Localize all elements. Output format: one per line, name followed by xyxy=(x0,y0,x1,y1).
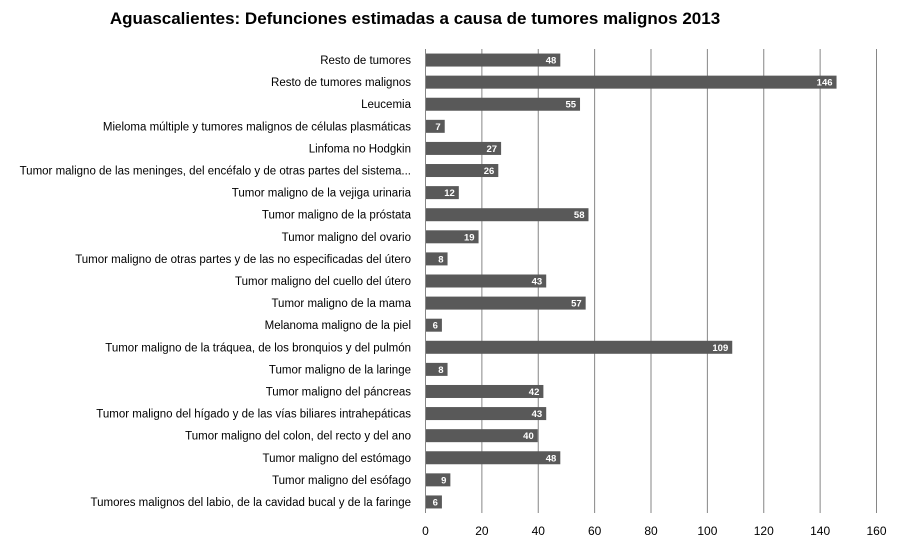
bar xyxy=(426,407,547,421)
x-tick-label: 100 xyxy=(697,524,717,538)
x-tick-label: 160 xyxy=(866,524,886,538)
category-label: Tumor maligno de la próstata xyxy=(262,210,412,222)
category-label: Tumores malignos del labio, de la cavida… xyxy=(91,497,411,509)
bar xyxy=(426,384,544,398)
data-label: 43 xyxy=(532,277,543,288)
category-label: Tumor maligno de las meninges, del encéf… xyxy=(20,166,411,178)
bar xyxy=(426,429,538,443)
bar xyxy=(426,296,586,310)
category-label: Melanoma maligno de la piel xyxy=(265,320,411,332)
category-label: Linfoma no Hodgkin xyxy=(309,143,411,155)
bar xyxy=(426,53,561,67)
bar xyxy=(426,473,451,487)
bar xyxy=(426,362,448,376)
category-label: Tumor maligno del hígado y de las vías b… xyxy=(96,409,411,421)
x-tick-label: 60 xyxy=(588,524,602,538)
data-label: 9 xyxy=(441,475,446,486)
data-label: 43 xyxy=(532,409,543,420)
data-label: 12 xyxy=(444,188,455,199)
category-label: Tumor maligno del estómago xyxy=(262,453,411,465)
data-label: 6 xyxy=(433,321,438,332)
category-label: Mieloma múltiple y tumores malignos de c… xyxy=(103,121,411,133)
bar xyxy=(426,495,442,509)
data-label: 27 xyxy=(487,144,498,155)
data-label: 55 xyxy=(565,100,576,111)
category-label: Resto de tumores xyxy=(320,55,411,67)
category-label: Tumor maligno del colon, del recto y del… xyxy=(185,431,411,443)
bar xyxy=(426,141,502,155)
data-label: 42 xyxy=(529,387,540,398)
x-tick-label: 120 xyxy=(754,524,774,538)
data-label: 8 xyxy=(438,365,443,376)
data-label: 19 xyxy=(464,232,475,243)
data-label: 48 xyxy=(546,453,557,464)
x-tick-label: 20 xyxy=(475,524,489,538)
data-label: 8 xyxy=(438,254,443,265)
bar xyxy=(426,97,581,111)
bar xyxy=(426,230,479,244)
bar xyxy=(426,451,561,465)
data-label: 109 xyxy=(712,343,728,354)
bar xyxy=(426,274,547,288)
bar xyxy=(426,186,459,200)
category-label: Tumor maligno de la vejiga urinaria xyxy=(232,188,412,200)
category-label: Tumor maligno de la tráquea, de los bron… xyxy=(105,342,411,354)
data-label: 26 xyxy=(484,166,495,177)
data-label: 58 xyxy=(574,210,585,221)
category-label: Tumor maligno de la laringe xyxy=(269,364,411,376)
x-tick-label: 80 xyxy=(644,524,658,538)
bar xyxy=(426,252,448,266)
data-label: 146 xyxy=(817,78,833,89)
data-label: 6 xyxy=(433,497,438,508)
data-label: 7 xyxy=(435,122,440,133)
data-label: 57 xyxy=(571,299,582,310)
category-label: Resto de tumores malignos xyxy=(271,77,411,89)
bar xyxy=(426,119,445,133)
category-label: Tumor maligno del ovario xyxy=(282,232,411,244)
x-tick-label: 0 xyxy=(422,524,429,538)
x-tick-label: 40 xyxy=(532,524,546,538)
data-label: 48 xyxy=(546,56,557,67)
bar xyxy=(426,318,442,332)
chart-title: Aguascalientes: Defunciones estimadas a … xyxy=(109,9,721,28)
category-label: Tumor maligno del páncreas xyxy=(266,386,412,398)
category-label: Tumor maligno de otras partes y de las n… xyxy=(75,254,411,266)
bar xyxy=(426,208,589,222)
x-tick-label: 140 xyxy=(810,524,830,538)
bar xyxy=(426,340,733,354)
category-label: Leucemia xyxy=(361,99,411,111)
category-label: Tumor maligno del cuello del útero xyxy=(235,276,411,288)
bar xyxy=(426,164,499,178)
data-label: 40 xyxy=(523,431,534,442)
bar xyxy=(426,75,837,89)
category-label: Tumor maligno del esófago xyxy=(272,475,411,487)
category-label: Tumor maligno de la mama xyxy=(271,298,411,310)
